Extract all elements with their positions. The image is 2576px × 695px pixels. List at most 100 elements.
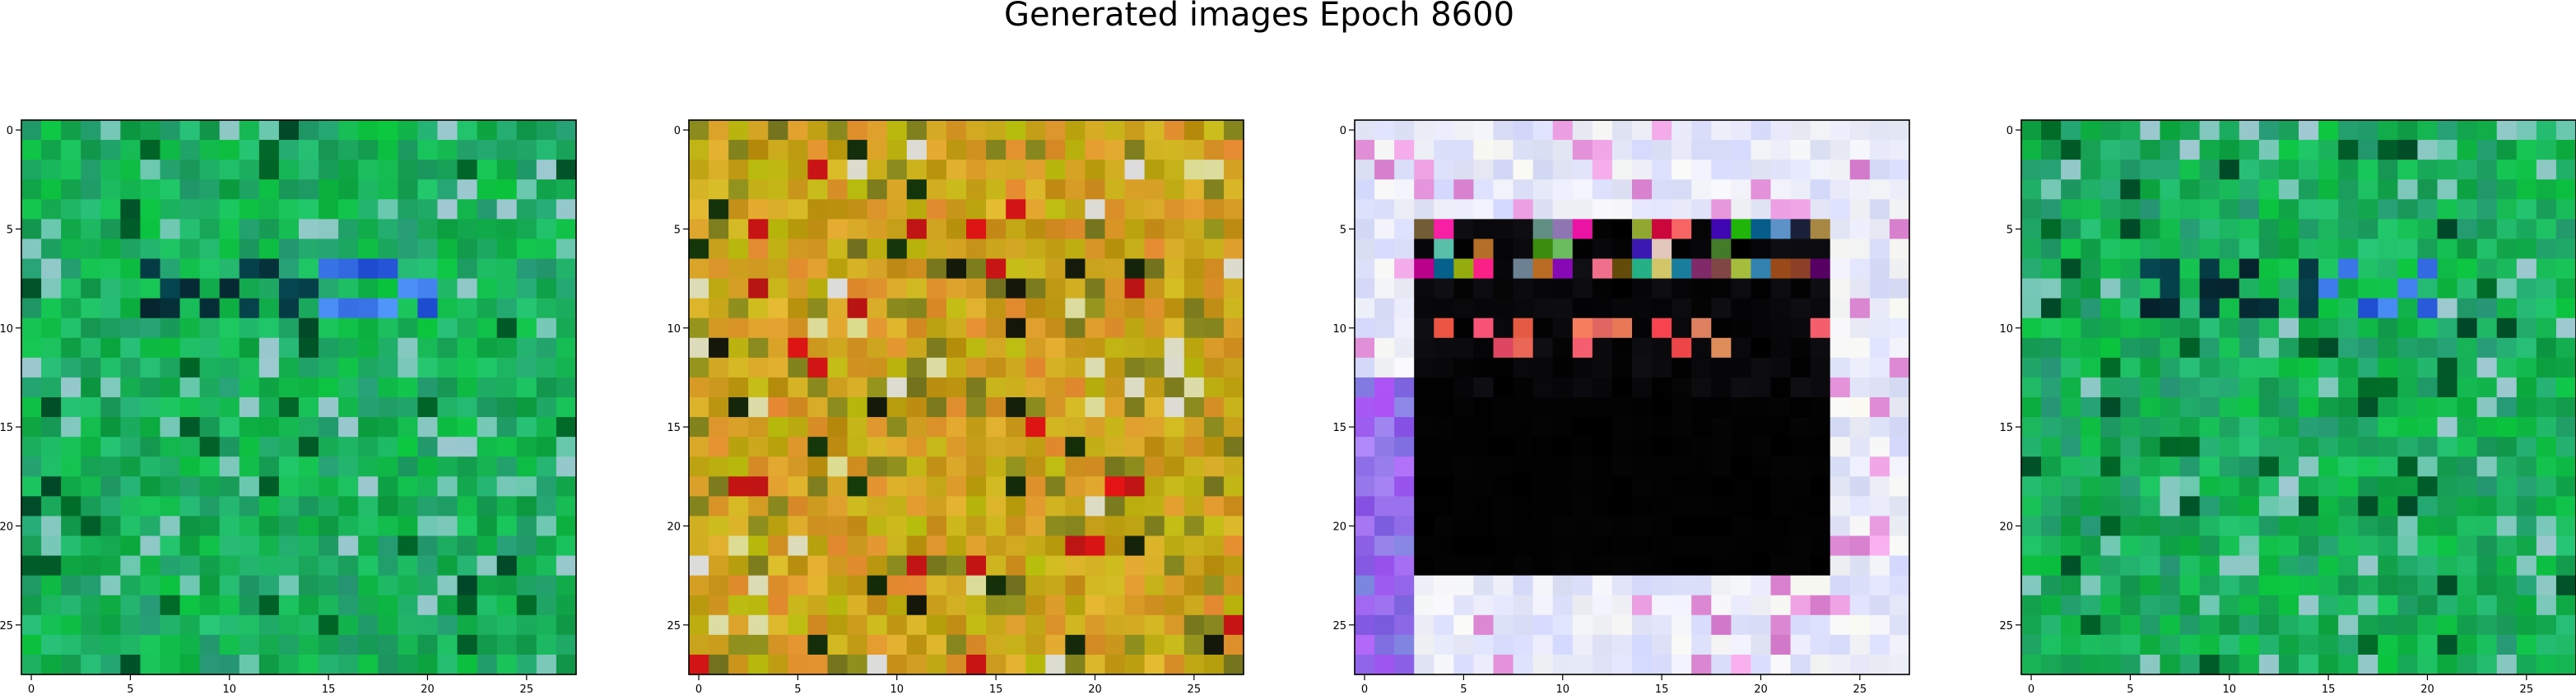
- pixel-cell: [1751, 298, 1772, 319]
- pixel-cell: [1374, 199, 1395, 220]
- pixel-cell: [100, 397, 121, 418]
- pixel-cell: [2338, 555, 2359, 577]
- pixel-cell: [827, 516, 849, 537]
- pixel-cell: [1751, 575, 1772, 596]
- pixel-cell: [728, 595, 749, 616]
- pixel-cell: [496, 516, 518, 537]
- pixel-cell: [2437, 516, 2458, 537]
- pixel-cell: [1751, 239, 1772, 260]
- pixel-cell: [120, 595, 142, 616]
- pixel-cell: [278, 555, 300, 577]
- pixel-cell: [1223, 634, 1244, 656]
- pixel-cell: [728, 377, 749, 398]
- pixel-cell: [319, 199, 339, 220]
- pixel-cell: [1006, 476, 1026, 497]
- pixel-cell: [2199, 555, 2220, 577]
- pixel-cell: [2496, 160, 2518, 180]
- pixel-cell: [886, 417, 908, 438]
- pixel-cell: [1513, 120, 1534, 141]
- pixel-cell: [1104, 219, 1126, 240]
- pixel-cell: [41, 437, 62, 457]
- pixel-cell: [496, 317, 518, 339]
- pixel-cell: [338, 239, 359, 260]
- pixel-cell: [100, 417, 121, 438]
- pixel-cell: [1652, 120, 1672, 141]
- pixel-cell: [1513, 614, 1534, 636]
- pixel-cell: [120, 476, 142, 497]
- pixel-cell: [728, 179, 749, 200]
- pixel-cell: [2120, 258, 2141, 280]
- pixel-cell: [1632, 535, 1653, 557]
- pixel-cell: [2061, 377, 2081, 398]
- pixel-cell: [239, 456, 260, 477]
- pixel-cell: [1513, 239, 1534, 260]
- pixel-cell: [398, 496, 419, 517]
- pixel-cell: [2120, 120, 2141, 141]
- pixel-cell: [239, 595, 260, 616]
- pixel-cell: [1104, 140, 1126, 160]
- pixel-cell: [21, 397, 42, 418]
- pixel-cell: [2358, 614, 2378, 636]
- pixel-cell: [768, 317, 788, 339]
- pixel-cell: [41, 258, 62, 280]
- pixel-cell: [2378, 437, 2398, 457]
- pixel-cell: [728, 654, 749, 675]
- pixel-cell: [1849, 456, 1871, 477]
- pixel-cell: [239, 120, 260, 141]
- pixel-cell: [516, 377, 537, 398]
- pixel-cell: [2299, 278, 2319, 299]
- pixel-cell: [2120, 278, 2141, 299]
- pixel-cell: [2140, 140, 2161, 160]
- pixel-cell: [160, 634, 181, 656]
- pixel-cell: [398, 357, 419, 378]
- pixel-cell: [2496, 377, 2518, 398]
- pixel-cell: [1572, 377, 1593, 398]
- pixel-cell: [2081, 456, 2101, 477]
- pixel-cell: [1183, 357, 1205, 378]
- pixel-cell: [398, 614, 419, 636]
- pixel-cell: [496, 496, 518, 517]
- pixel-cell: [278, 337, 300, 359]
- pixel-cell: [2318, 575, 2339, 596]
- pixel-cell: [1065, 535, 1086, 557]
- pixel-cell: [2219, 377, 2240, 398]
- pixel-cell: [2536, 634, 2557, 656]
- pixel-cell: [358, 199, 379, 220]
- pixel-cell: [1085, 437, 1106, 457]
- pixel-cell: [1632, 555, 1653, 577]
- pixel-cell: [1164, 160, 1185, 180]
- pixel-cell: [1513, 337, 1534, 359]
- pixel-cell: [2516, 516, 2537, 537]
- pixel-cell: [1124, 377, 1146, 398]
- pixel-cell: [338, 357, 359, 378]
- pixel-cell: [2555, 535, 2576, 557]
- pixel-cell: [1532, 239, 1554, 260]
- pixel-cell: [81, 595, 101, 616]
- pixel-cell: [199, 357, 221, 378]
- pixel-cell: [1770, 140, 1792, 160]
- pixel-cell: [41, 120, 62, 141]
- pixel-cell: [2120, 496, 2141, 517]
- pixel-cell: [239, 555, 260, 577]
- pixel-cell: [199, 437, 221, 457]
- pixel-cell: [2160, 516, 2181, 537]
- pixel-cell: [709, 476, 729, 497]
- pixel-cell: [2299, 317, 2319, 339]
- pixel-cell: [807, 555, 829, 577]
- pixel-cell: [728, 437, 749, 457]
- pixel-cell: [1025, 219, 1046, 240]
- pixel-cell: [1355, 476, 1375, 497]
- pixel-cell: [2239, 278, 2260, 299]
- pixel-cell: [100, 575, 121, 596]
- pixel-cell: [2120, 377, 2141, 398]
- pixel-cell: [239, 535, 260, 557]
- pixel-cell: [2299, 337, 2319, 359]
- pixel-cell: [1552, 219, 1574, 240]
- pixel-cell: [827, 278, 849, 299]
- pixel-cell: [219, 258, 240, 280]
- pixel-cell: [1473, 397, 1495, 418]
- pixel-cell: [1144, 199, 1165, 220]
- pixel-cell: [1592, 140, 1613, 160]
- pixel-cell: [1124, 654, 1146, 675]
- x-tick-label: 0: [695, 683, 702, 695]
